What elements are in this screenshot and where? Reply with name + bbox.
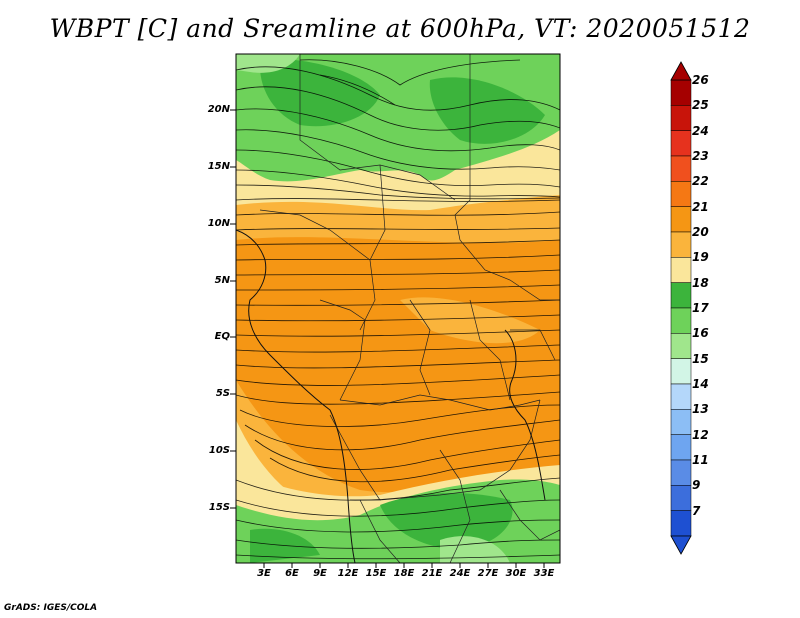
footer-credit: GrADS: IGES/COLA bbox=[4, 603, 98, 613]
colorbar-cell-26 bbox=[670, 79, 692, 106]
country-borders bbox=[259, 54, 560, 563]
colorbar-bottom-arrow bbox=[670, 535, 692, 555]
colorbar-cell-14 bbox=[670, 383, 692, 410]
colorbar-label-23: 23 bbox=[692, 149, 709, 163]
colorbar-cell-16 bbox=[670, 333, 692, 359]
field-green-dark-north bbox=[259, 59, 380, 127]
colorbar-label-18: 18 bbox=[692, 275, 709, 290]
colorbar-cell-12 bbox=[670, 434, 692, 461]
colorbar-label-22: 22 bbox=[692, 174, 709, 189]
colorbar-cell-7 bbox=[670, 510, 692, 537]
colorbar-cell-20 bbox=[670, 231, 692, 258]
lat-label-15n: 15N bbox=[207, 161, 230, 172]
colorbar-label-24: 24 bbox=[692, 123, 709, 138]
lat-label-5n: 5N bbox=[214, 275, 230, 286]
lon-label-15e: 15E bbox=[365, 568, 387, 579]
colorbar bbox=[670, 61, 692, 555]
lat-label-10s: 10S bbox=[208, 445, 230, 456]
colorbar-cell-21 bbox=[670, 206, 692, 233]
lat-label-20n: 20N bbox=[207, 104, 230, 115]
colorbar-label-7: 7 bbox=[692, 503, 701, 518]
colorbar-label-19: 19 bbox=[692, 250, 709, 265]
lat-ticks bbox=[230, 109, 236, 509]
lon-ticks bbox=[263, 563, 545, 568]
field-green-light-corner bbox=[236, 54, 300, 73]
colorbar-label-16: 16 bbox=[692, 326, 709, 341]
colorbar-cell-25 bbox=[670, 105, 692, 131]
lat-label-15s: 15S bbox=[208, 502, 230, 513]
colorbar-label-9: 9 bbox=[692, 478, 701, 493]
lon-label-27e: 27E bbox=[477, 568, 499, 579]
map-title: WBPT [C] and Sreamline at 600hPa, VT: 20… bbox=[49, 14, 751, 43]
lon-label-18e: 18E bbox=[393, 568, 415, 579]
field-orange-light-south bbox=[236, 380, 560, 500]
lake-outline bbox=[504, 329, 546, 501]
colorbar-label-11: 11 bbox=[692, 453, 709, 467]
lat-label-eq: EQ bbox=[214, 331, 230, 342]
colorbar-label-20: 20 bbox=[692, 225, 709, 239]
colorbar-label-12: 12 bbox=[692, 427, 709, 442]
colorbar-top-arrow bbox=[670, 61, 692, 81]
colorbar-label-25: 25 bbox=[692, 98, 709, 113]
lon-label-24e: 24E bbox=[449, 568, 471, 579]
map-frame bbox=[235, 53, 561, 564]
coastline-west bbox=[236, 229, 356, 563]
colorbar-cell-23 bbox=[670, 155, 692, 182]
streamlines bbox=[236, 59, 560, 560]
field-green-light-south bbox=[440, 536, 510, 563]
field-green-dark-south bbox=[380, 493, 513, 550]
colorbar-cell-22 bbox=[670, 181, 692, 207]
colorbar-cell-9 bbox=[670, 485, 692, 511]
colorbar-label-15: 15 bbox=[692, 351, 709, 366]
colorbar-cell-13 bbox=[670, 409, 692, 435]
lat-label-5s: 5S bbox=[215, 388, 230, 399]
colorbar-label-14: 14 bbox=[692, 377, 709, 391]
lon-label-3e: 3E bbox=[257, 568, 271, 579]
colorbar-cell-24 bbox=[670, 130, 692, 157]
lon-label-9e: 9E bbox=[313, 568, 327, 579]
lon-label-33e: 33E bbox=[533, 568, 555, 579]
field-green-dark-northeast bbox=[429, 77, 545, 144]
colorbar-label-13: 13 bbox=[692, 402, 709, 417]
colorbar-cell-17 bbox=[670, 307, 692, 334]
colorbar-cell-18 bbox=[670, 282, 692, 309]
wbpt-field bbox=[236, 54, 560, 563]
colorbar-cell-19 bbox=[670, 257, 692, 283]
colorbar-label-17: 17 bbox=[692, 301, 709, 315]
colorbar-cell-11 bbox=[670, 459, 692, 486]
lat-label-10n: 10N bbox=[207, 218, 230, 229]
lon-label-12e: 12E bbox=[337, 568, 359, 579]
colorbar-label-26: 26 bbox=[692, 73, 709, 87]
lon-label-6e: 6E bbox=[285, 568, 299, 579]
colorbar-cell-15 bbox=[670, 358, 692, 385]
lon-label-30e: 30E bbox=[505, 568, 527, 579]
lon-label-21e: 21E bbox=[421, 568, 443, 579]
colorbar-label-21: 21 bbox=[692, 199, 709, 214]
